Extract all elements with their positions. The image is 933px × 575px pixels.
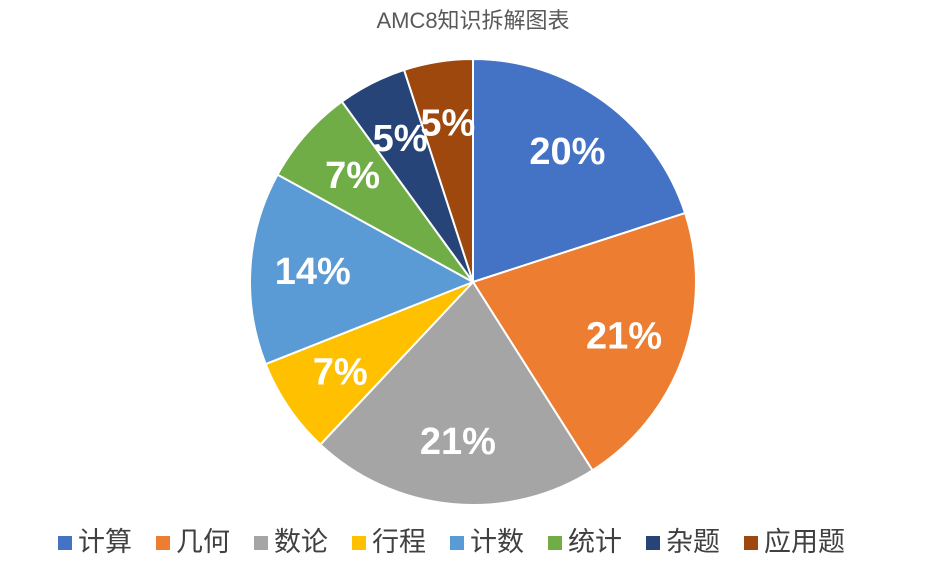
pie-slice bbox=[402, 57, 474, 283]
legend-label: 统计 bbox=[568, 527, 622, 557]
pie-slice bbox=[471, 211, 697, 472]
legend-label: 数论 bbox=[274, 527, 328, 557]
legend-swatch bbox=[450, 536, 464, 550]
pie-slice bbox=[249, 173, 476, 366]
legend-label: 杂题 bbox=[666, 527, 720, 557]
legend-label: 几何 bbox=[176, 527, 230, 557]
legend-swatch bbox=[646, 536, 660, 550]
data-label: 14% bbox=[275, 251, 351, 293]
legend-swatch bbox=[156, 536, 170, 550]
data-label: 21% bbox=[420, 421, 496, 463]
pie-slice bbox=[318, 280, 594, 506]
chart-title: AMC8知识拆解图表 bbox=[376, 8, 569, 33]
legend-label: 计数 bbox=[470, 527, 524, 557]
legend-label: 应用题 bbox=[764, 527, 845, 557]
data-label: 5% bbox=[420, 102, 475, 144]
legend-swatch bbox=[548, 536, 562, 550]
legend-swatch bbox=[254, 536, 268, 550]
legend-swatch bbox=[58, 536, 72, 550]
data-label: 7% bbox=[313, 351, 368, 393]
data-label: 5% bbox=[373, 118, 428, 160]
legend-label: 计算 bbox=[78, 527, 132, 557]
pie-slice bbox=[472, 57, 687, 284]
legend-label: 行程 bbox=[372, 527, 426, 557]
legend-swatch bbox=[352, 536, 366, 550]
data-label: 20% bbox=[529, 131, 605, 173]
data-label: 7% bbox=[325, 155, 380, 197]
data-label: 21% bbox=[586, 315, 662, 357]
legend-swatch bbox=[744, 536, 758, 550]
